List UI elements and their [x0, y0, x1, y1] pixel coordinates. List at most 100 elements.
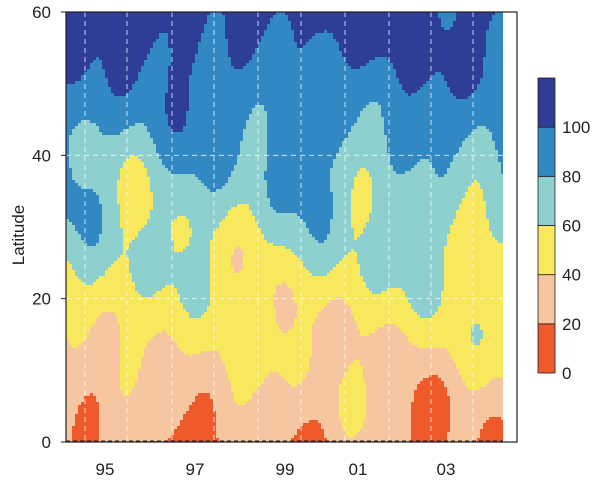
contour-cell — [105, 318, 109, 322]
contour-cell — [66, 60, 70, 64]
contour-cell — [96, 84, 100, 88]
contour-cell — [72, 207, 76, 211]
contour-cell — [75, 408, 79, 412]
contour-cell — [108, 333, 112, 337]
contour-cell — [108, 321, 112, 325]
contour-cell — [87, 162, 91, 166]
contour-cell — [72, 84, 76, 88]
contour-cell — [69, 333, 73, 337]
contour-cell — [66, 339, 70, 343]
contour-cell — [75, 30, 79, 34]
contour-cell — [123, 21, 127, 25]
contour-cell — [93, 21, 97, 25]
contour-cell — [108, 255, 112, 259]
contour-cell — [87, 252, 91, 256]
contour-cell — [111, 75, 115, 79]
contour-cell — [66, 117, 70, 121]
contour-cell — [114, 411, 118, 415]
contour-cell — [120, 174, 124, 178]
contour-cell — [123, 222, 127, 226]
contour-cell — [81, 279, 85, 283]
contour-cell — [93, 138, 97, 142]
contour-cell — [120, 171, 124, 175]
contour-cell — [75, 126, 79, 130]
contour-cell — [90, 174, 94, 178]
contour-cell — [72, 432, 76, 436]
contour-cell — [69, 27, 73, 31]
contour-cell — [117, 321, 121, 325]
contour-cell — [78, 123, 82, 127]
contour-cell — [90, 432, 94, 436]
contour-cell — [114, 96, 118, 100]
contour-cell — [117, 18, 121, 22]
contour-cell — [81, 234, 85, 238]
contour-cell — [102, 129, 106, 133]
contour-cell — [105, 60, 109, 64]
contour-cell — [81, 78, 85, 82]
contour-cell — [81, 411, 85, 415]
contour-cell — [72, 105, 76, 109]
contour-cell — [108, 210, 112, 214]
contour-cell — [78, 186, 82, 190]
contour-cell — [102, 123, 106, 127]
contour-cell — [66, 96, 70, 100]
contour-cell — [99, 351, 103, 355]
contour-cell — [69, 117, 73, 121]
contour-cell — [72, 249, 76, 253]
contour-cell — [78, 303, 82, 307]
contour-cell — [69, 249, 73, 253]
contour-cell — [120, 279, 124, 283]
contour-cell — [69, 411, 73, 415]
contour-cell — [90, 435, 94, 439]
contour-cell — [96, 132, 100, 136]
contour-cell — [108, 381, 112, 385]
contour-cell — [114, 309, 118, 313]
contour-cell — [123, 123, 127, 127]
contour-cell — [120, 162, 124, 166]
contour-cell — [75, 174, 79, 178]
contour-cell — [72, 279, 76, 283]
contour-cell — [93, 243, 97, 247]
contour-cell — [96, 321, 100, 325]
contour-cell — [102, 378, 106, 382]
contour-cell — [99, 90, 103, 94]
contour-cell — [84, 144, 88, 148]
contour-cell — [69, 390, 73, 394]
contour-cell — [81, 93, 85, 97]
contour-cell — [117, 270, 121, 274]
contour-cell — [120, 438, 124, 442]
contour-cell — [93, 108, 97, 112]
contour-cell — [69, 129, 73, 133]
contour-cell — [117, 258, 121, 262]
contour-cell — [102, 399, 106, 403]
contour-cell — [102, 192, 106, 196]
contour-cell — [84, 240, 88, 244]
contour-cell — [69, 414, 73, 418]
contour-cell — [120, 255, 124, 259]
contour-cell — [81, 147, 85, 151]
contour-cell — [93, 132, 97, 136]
contour-cell — [78, 384, 82, 388]
contour-cell — [78, 432, 82, 436]
contour-cell — [108, 90, 112, 94]
contour-cell — [117, 348, 121, 352]
contour-cell — [84, 384, 88, 388]
contour-cell — [99, 27, 103, 31]
contour-cell — [72, 18, 76, 22]
contour-cell — [117, 186, 121, 190]
contour-cell — [78, 141, 82, 145]
contour-cell — [81, 363, 85, 367]
contour-cell — [90, 24, 94, 28]
contour-cell — [87, 96, 91, 100]
contour-cell — [81, 141, 85, 145]
contour-cell — [66, 108, 70, 112]
contour-cell — [66, 120, 70, 124]
contour-cell — [72, 414, 76, 418]
contour-cell — [81, 252, 85, 256]
contour-cell — [69, 345, 73, 349]
contour-cell — [81, 348, 85, 352]
contour-cell — [111, 219, 115, 223]
contour-cell — [123, 324, 127, 328]
contour-cell — [78, 231, 82, 235]
contour-cell — [66, 189, 70, 193]
